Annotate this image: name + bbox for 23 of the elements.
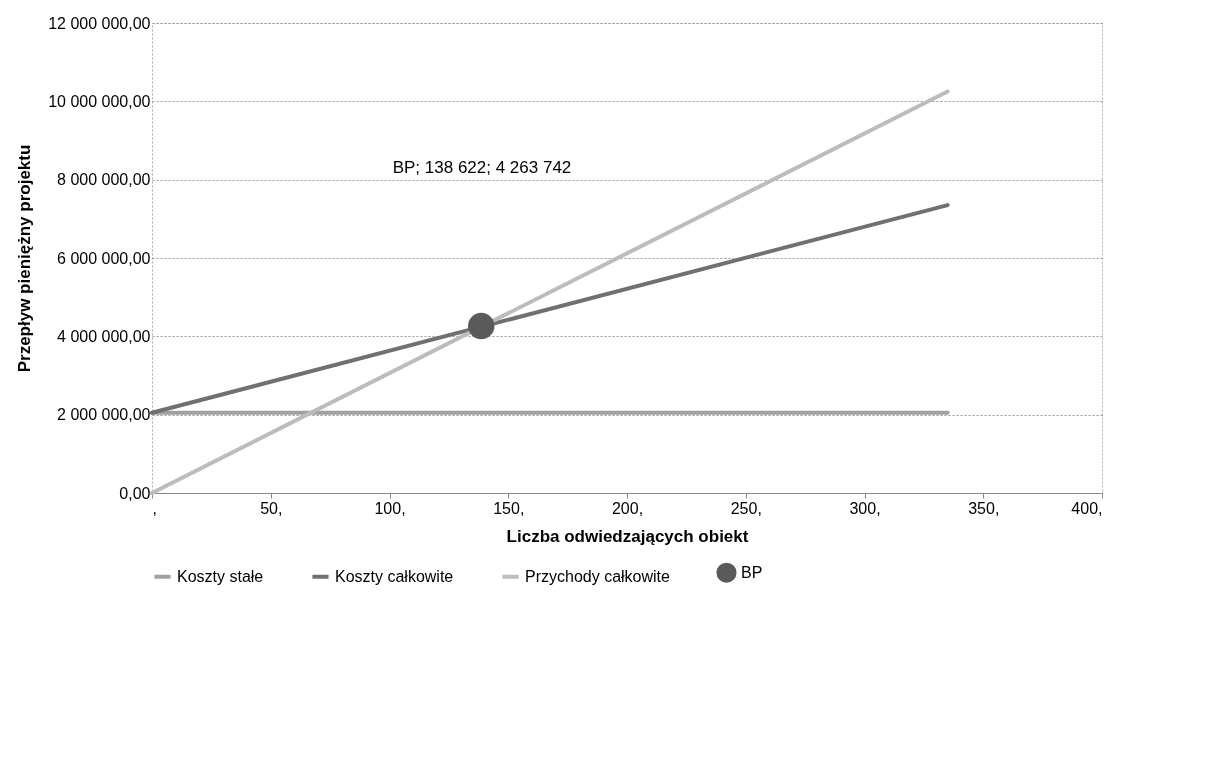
x-tick-label: 300, [849,499,881,517]
x-axis-title: Liczba odwiedzających obiekt [506,526,749,546]
x-tick-label: 150, [493,499,525,517]
annotation: BP; 138 622; 4 263 742 [392,158,572,177]
x-tick-label: 350, [968,499,1000,517]
legend-label: Koszty stałe [177,567,264,585]
x-tick-label: 200, [611,499,644,517]
y-axis-title: Przepływ pieniężny projektu [15,144,35,373]
x-tick-label: , [152,499,157,517]
y-tick-label: 6 000 000,00 [57,249,151,267]
y-tick-label: 10 000 000,00 [48,92,151,110]
x-tick-label: 100, [374,499,406,517]
x-tick-label: 50, [260,499,283,517]
y-tick-label: 4 000 000,00 [57,327,151,345]
y-tick-label: 0,00 [119,484,151,502]
y-tick-label: 12 000 000,00 [48,14,151,32]
legend-label: Przychody całkowite [525,567,671,585]
x-tick-label: 250, [730,499,762,517]
x-tick-label: 400, [1071,499,1103,517]
y-tick-label: 2 000 000,00 [57,406,151,424]
legend-label: BP [741,563,763,581]
y-tick-label: 8 000 000,00 [57,171,151,189]
legend-label: Koszty całkowite [335,567,454,585]
